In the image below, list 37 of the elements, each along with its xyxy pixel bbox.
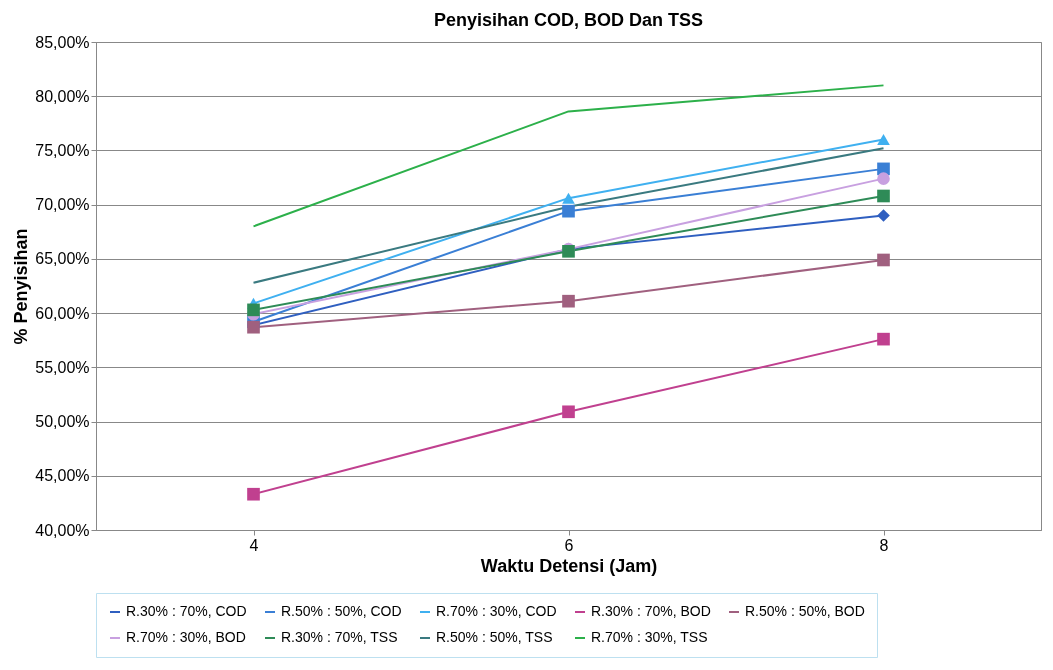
y-tick-label: 45,00% bbox=[35, 467, 90, 485]
legend-label: R.70% : 30%, COD bbox=[436, 603, 557, 619]
point bbox=[877, 332, 890, 346]
x-tick-label: 6 bbox=[564, 536, 574, 554]
y-tick-label: 65,00% bbox=[35, 250, 90, 268]
y-tick-label: 60,00% bbox=[35, 304, 90, 322]
y-tick-label: 55,00% bbox=[35, 358, 90, 376]
y-axis-title: % Penyisihan bbox=[11, 228, 32, 345]
point bbox=[877, 209, 890, 222]
point bbox=[877, 189, 890, 203]
point bbox=[247, 303, 260, 317]
x-tick-label: 8 bbox=[879, 536, 889, 554]
point bbox=[247, 487, 260, 501]
y-tick-label: 50,00% bbox=[35, 413, 90, 431]
legend-label: R.50% : 50%, BOD bbox=[745, 603, 865, 619]
chart-title: Penyisihan COD, BOD Dan TSS bbox=[433, 10, 704, 30]
x-axis-title: Waktu Detensi (Jam) bbox=[480, 555, 658, 576]
point bbox=[562, 405, 575, 419]
legend-label: R.70% : 30%, TSS bbox=[591, 629, 708, 645]
x-tick-label: 4 bbox=[249, 536, 259, 554]
point bbox=[877, 253, 890, 267]
legend-label: R.70% : 30%, BOD bbox=[126, 629, 246, 645]
y-tick-label: 80,00% bbox=[35, 87, 90, 105]
point bbox=[562, 294, 575, 308]
y-tick-label: 75,00% bbox=[35, 141, 90, 159]
legend-label: R.30% : 70%, TSS bbox=[281, 629, 398, 645]
legend-label: R.30% : 70%, BOD bbox=[591, 603, 711, 619]
point bbox=[562, 192, 575, 204]
point bbox=[562, 204, 575, 218]
y-tick-label: 40,00% bbox=[35, 521, 90, 539]
y-tick-label: 85,00% bbox=[35, 33, 90, 51]
y-tick-label: 70,00% bbox=[35, 196, 90, 214]
point bbox=[877, 172, 890, 185]
point bbox=[877, 134, 890, 146]
legend-label: R.50% : 50%, COD bbox=[281, 603, 402, 619]
legend-label: R.50% : 50%, TSS bbox=[436, 629, 553, 645]
legend-label: R.30% : 70%, COD bbox=[126, 603, 247, 619]
